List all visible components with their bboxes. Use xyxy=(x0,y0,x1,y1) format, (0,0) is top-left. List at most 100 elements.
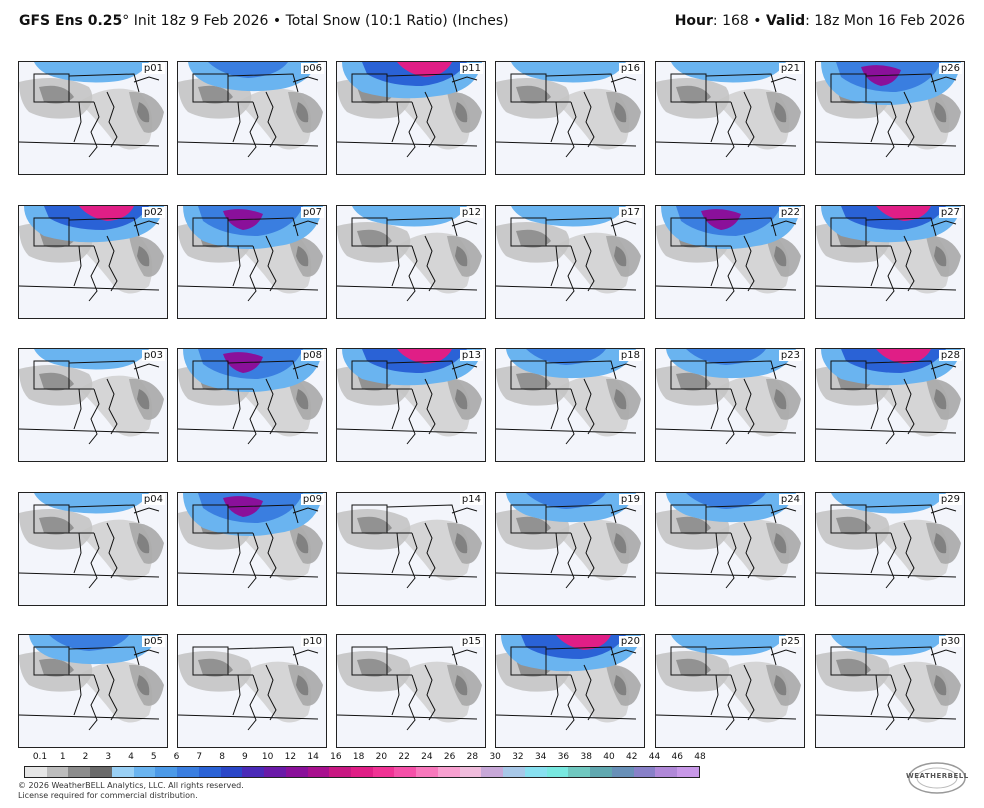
member-label: p28 xyxy=(938,350,962,361)
snowfall-map xyxy=(19,62,164,158)
ensemble-member-panel: p29 xyxy=(815,492,965,606)
map-border-line xyxy=(565,532,577,589)
map-border-line xyxy=(865,646,937,666)
map-border-line xyxy=(656,285,797,291)
color-scale-swatch xyxy=(677,767,699,777)
map-border-line xyxy=(656,428,797,434)
map-border-line xyxy=(292,76,319,83)
map-title: GFS Ens 0.25° Init 18z 9 Feb 2026 • Tota… xyxy=(19,13,509,29)
title-separator: • xyxy=(268,13,286,29)
map-border-line xyxy=(705,504,777,524)
snowfall-shading xyxy=(352,206,467,227)
map-border-line xyxy=(386,360,458,380)
color-scale-swatch xyxy=(655,767,678,777)
snowfall-map xyxy=(496,206,641,302)
hour-value: : 168 xyxy=(712,13,749,29)
snowfall-shading xyxy=(686,349,766,365)
map-border-line xyxy=(178,141,319,147)
map-border-line xyxy=(496,285,637,291)
snowfall-map xyxy=(656,62,801,158)
valid-value: : 18z Mon 16 Feb 2026 xyxy=(805,13,965,29)
map-border-line xyxy=(451,507,478,514)
map-border-line xyxy=(406,532,418,589)
snowfall-gray-shading xyxy=(296,102,309,123)
color-scale-swatch xyxy=(177,767,199,777)
snowfall-shading xyxy=(34,62,149,83)
map-border-line xyxy=(705,217,777,237)
ensemble-member-panel: p03 xyxy=(18,348,168,462)
map-border-line xyxy=(496,141,637,147)
snowfall-gray-shading xyxy=(614,102,627,123)
snowfall-shading xyxy=(511,62,626,83)
member-label: p10 xyxy=(300,636,324,647)
map-border-line xyxy=(725,245,737,302)
snowfall-gray-shading xyxy=(455,533,468,554)
snowfall-gray-shading xyxy=(516,85,551,104)
member-label: p02 xyxy=(141,207,165,218)
color-scale-tick-label: 44 xyxy=(648,752,661,762)
map-border-line xyxy=(816,141,957,147)
map-border-line xyxy=(705,360,777,380)
ensemble-member-panel: p18 xyxy=(495,348,645,462)
map-border-line xyxy=(247,532,259,589)
map-border-line xyxy=(68,360,140,380)
snowfall-gray-shading xyxy=(676,516,711,535)
color-scale-tick-label: 28 xyxy=(466,752,479,762)
snowfall-map xyxy=(656,349,801,445)
map-border-line xyxy=(227,504,299,524)
color-scale-tick-label: 38 xyxy=(580,752,592,762)
map-border-line xyxy=(337,572,478,578)
map-border-line xyxy=(88,532,100,589)
member-label: p09 xyxy=(300,494,324,505)
map-border-line xyxy=(816,428,957,434)
snowfall-map xyxy=(19,206,164,302)
map-border-line xyxy=(565,388,577,445)
valid-separator: • xyxy=(748,13,766,29)
snowfall-gray-shading xyxy=(137,246,150,267)
map-border-line xyxy=(68,504,140,524)
map-border-line xyxy=(865,504,937,524)
color-scale-swatch xyxy=(25,767,47,777)
ensemble-member-panel: p12 xyxy=(336,205,486,319)
map-border-line xyxy=(232,245,241,287)
snowfall-shading xyxy=(526,493,606,509)
map-border-line xyxy=(930,649,957,656)
snowfall-map xyxy=(19,493,164,589)
ensemble-member-panel: p22 xyxy=(655,205,805,319)
snowfall-shading xyxy=(556,635,611,650)
member-label: p18 xyxy=(618,350,642,361)
color-scale-tick-label: 20 xyxy=(375,752,388,762)
map-border-line xyxy=(178,714,319,720)
snowfall-shading xyxy=(876,206,931,221)
ensemble-member-panel: p16 xyxy=(495,61,645,175)
snowfall-map xyxy=(816,635,961,731)
map-border-line xyxy=(88,674,100,731)
color-scale-tick-label: 16 xyxy=(330,752,342,762)
color-scale-swatch xyxy=(220,767,243,777)
map-border-line xyxy=(770,76,797,83)
map-border-line xyxy=(265,664,277,721)
member-label: p27 xyxy=(938,207,962,218)
map-border-line xyxy=(227,646,299,666)
map-border-line xyxy=(106,522,118,579)
color-scale-swatch xyxy=(242,767,265,777)
snowfall-gray-shading xyxy=(296,389,309,410)
map-border-line xyxy=(424,378,436,435)
map-border-line xyxy=(106,235,118,292)
ensemble-member-panel: p25 xyxy=(655,634,805,748)
color-scale-swatch xyxy=(329,767,352,777)
map-border-line xyxy=(610,76,637,83)
snowfall-shading xyxy=(397,62,452,77)
map-border-line xyxy=(885,245,897,302)
map-border-line xyxy=(583,378,595,435)
member-label: p26 xyxy=(938,63,962,74)
map-border-line xyxy=(106,664,118,721)
map-border-line xyxy=(550,245,559,287)
map-border-line xyxy=(930,507,957,514)
map-border-line xyxy=(930,363,957,370)
snowfall-gray-shading xyxy=(774,102,787,123)
map-border-line xyxy=(816,714,957,720)
map-border-line xyxy=(232,674,241,716)
map-border-line xyxy=(885,674,897,731)
snowfall-gray-shading xyxy=(516,229,551,248)
